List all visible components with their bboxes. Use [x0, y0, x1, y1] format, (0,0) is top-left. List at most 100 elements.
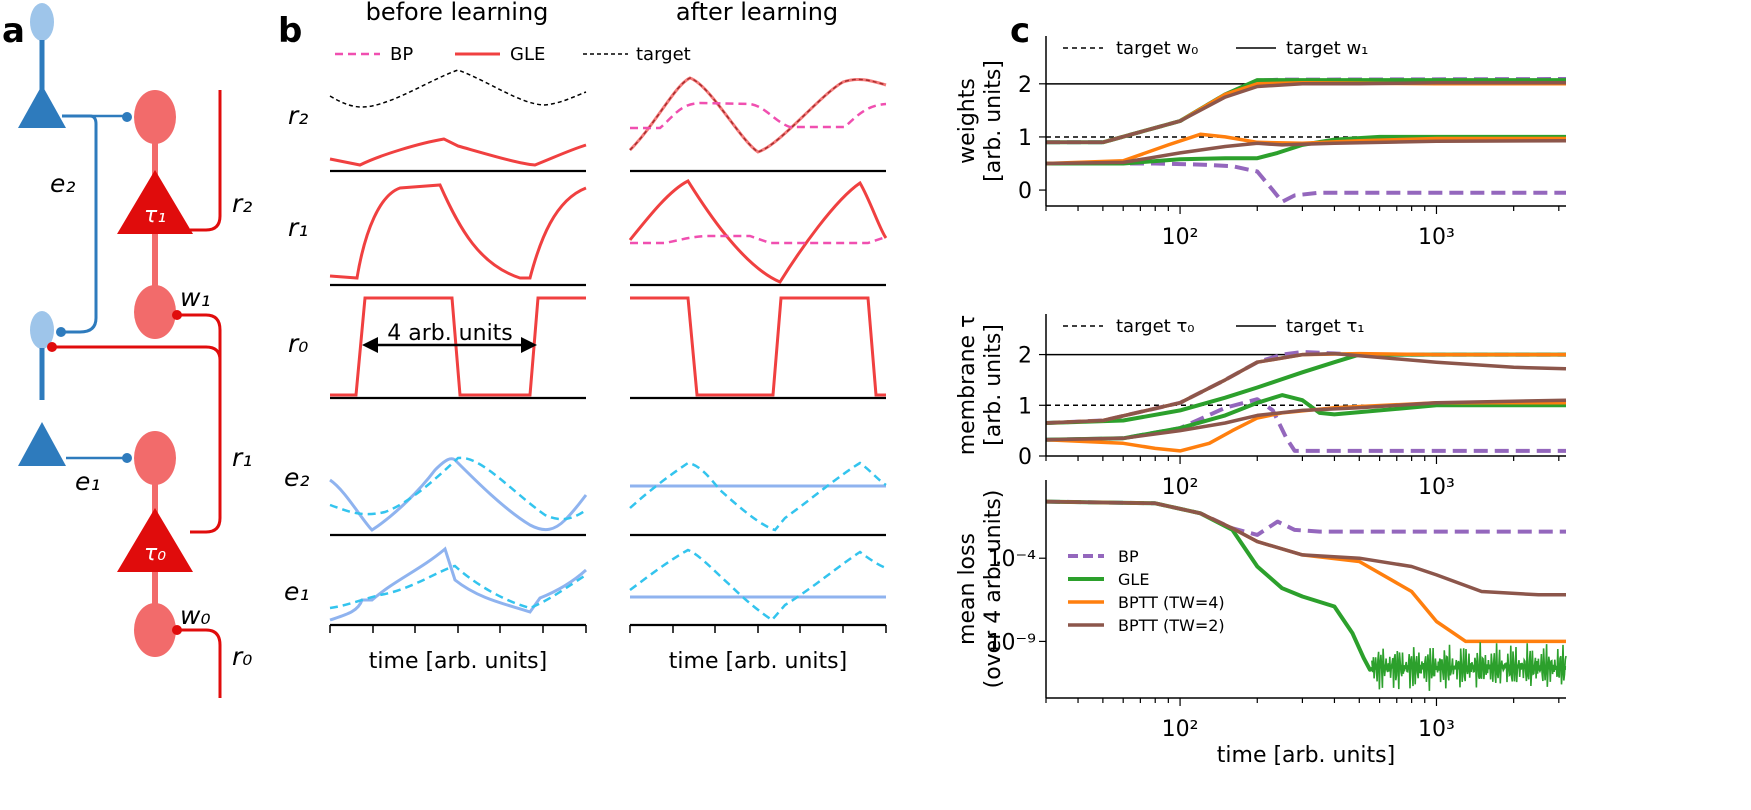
chart-membrane-tau: 10² 10³ 0 1 2 membrane τ[arb. units] target τ₀…: [955, 314, 1567, 500]
label-r2: r₂: [232, 189, 252, 218]
x-tick-label: 10³: [1418, 475, 1455, 500]
trace-r0-after-gle: [630, 296, 886, 397]
e1-dendrite: [30, 311, 54, 349]
xlabel-before: time [arb. units]: [369, 649, 547, 674]
panel-b: before learning after learning BP GLE ta…: [284, 0, 888, 674]
legend-label-3: BPTT (TW=2): [1118, 616, 1225, 635]
y-axis-label-line2: (over 4 arb. units): [981, 490, 1006, 689]
trace-r2-before-gle: [329, 137, 587, 167]
legend-target-solid-label: target τ₁: [1286, 316, 1365, 337]
r0-input-line: [177, 628, 222, 698]
panel-letter-a: a: [2, 11, 25, 51]
trace-e2-after-dash: [629, 461, 887, 532]
legend-gle-label: GLE: [510, 44, 545, 65]
series-line-0: [1046, 77, 1567, 145]
trace-r1-before-gle: [329, 183, 587, 280]
trace-r2-after-gle: [628, 76, 887, 154]
r1-to-e1-dot: [47, 342, 57, 352]
w1-input-line: [177, 313, 222, 420]
row-label-r1: r₁: [288, 213, 308, 242]
legend-label-2: BPTT (TW=4): [1118, 593, 1225, 612]
legend-label-0: BP: [1118, 547, 1139, 566]
col-title-before: before learning: [366, 0, 549, 26]
blue-neuron-bottom: [18, 422, 66, 466]
trace-e1-before-solid: [329, 546, 588, 622]
panel-letter-c: c: [1010, 11, 1030, 51]
legend-label-1: GLE: [1118, 570, 1149, 589]
label-w1: w₁: [180, 283, 210, 312]
interval-arrow-left-head: [362, 337, 378, 353]
ticks-before: [329, 625, 587, 633]
ticks-after: [629, 625, 887, 633]
y-tick-label: 2: [1018, 344, 1032, 369]
x-tick-label: 10²: [1162, 225, 1199, 250]
label-r1: r₁: [232, 443, 252, 472]
series-line-1: [1046, 161, 1566, 204]
r1-to-e1-path: [52, 345, 222, 430]
y-axis-label-line1: weights: [955, 78, 980, 164]
interval-annotation: 4 arb. units: [387, 321, 513, 346]
x-tick-label: 10³: [1418, 717, 1455, 742]
y-tick-label: 10⁻⁹: [988, 630, 1036, 655]
series-line-0: [1045, 350, 1566, 425]
series-line-3: [1046, 134, 1566, 166]
legend-bp-label: BP: [390, 44, 413, 65]
e2-synapse-dot: [56, 327, 66, 337]
series-line-6: [1045, 351, 1567, 425]
trace-e1-before-dash: [329, 564, 587, 610]
y-axis-label-line1: mean loss: [955, 533, 980, 645]
trace-r2-after-bp: [630, 101, 887, 130]
tau0-label: τ₀: [144, 541, 166, 566]
series-line-7: [1045, 138, 1567, 166]
legend-target-dashed-label: target τ₀: [1116, 316, 1195, 337]
series-line-6: [1046, 81, 1566, 145]
trace-e1-after-dash: [629, 548, 887, 622]
red-top-dendrite: [134, 90, 176, 144]
r2-output-line: [190, 90, 222, 232]
trace-r2-before-target: [329, 69, 587, 108]
trace-r0-before-gle: [330, 296, 586, 397]
legend-target-label: target: [636, 44, 691, 65]
y-tick-label: 1: [1018, 394, 1032, 419]
blue-to-red-top-dot: [122, 112, 132, 122]
xlabel-after: time [arb. units]: [669, 649, 847, 674]
trace-e2-before-solid: [329, 457, 588, 532]
series-line-0: [1045, 499, 1566, 537]
label-e1: e₁: [75, 467, 100, 496]
y-axis-label-line2: [arb. units]: [981, 324, 1006, 446]
red-bottom-dendrite: [134, 431, 176, 485]
trace-r1-after-gle: [628, 179, 888, 284]
label-r0: r₀: [232, 642, 252, 671]
y-axis-label: mean loss(over 4 arb. units): [955, 490, 1006, 689]
tau0-neuron: [117, 508, 193, 572]
w1-synapse-body: [134, 285, 176, 339]
r1-output-line: [190, 400, 222, 534]
x-tick-label: 10³: [1418, 225, 1455, 250]
series-line-4: [1046, 81, 1566, 145]
panel-b-ticks: [329, 625, 887, 633]
panel-b-baselines: [330, 169, 886, 627]
y-axis-label-line2: [arb. units]: [981, 60, 1006, 182]
row-label-r0: r₀: [288, 329, 308, 358]
label-e2: e₂: [50, 169, 75, 198]
row-label-e1: e₁: [284, 577, 309, 606]
w1-dot: [172, 310, 182, 320]
x-tick-label: 10²: [1162, 475, 1199, 500]
series-line-5: [1045, 132, 1566, 166]
tau1-neuron: [117, 170, 193, 234]
x-axis-label: time [arb. units]: [1217, 743, 1395, 768]
trace-r1-after-bp: [630, 234, 887, 245]
y-axis-label: membrane τ[arb. units]: [955, 315, 1006, 456]
w0-dot: [172, 625, 182, 635]
y-tick-label: 1: [1018, 126, 1032, 151]
interval-arrow-right-head: [521, 337, 537, 353]
row-label-r2: r₂: [288, 101, 308, 130]
blue-to-red-bottom-dot: [122, 453, 132, 463]
w0-synapse-body: [134, 603, 176, 657]
gle-noise-band: [1371, 642, 1567, 691]
y-tick-label: 10⁻⁴: [988, 547, 1037, 572]
trace-r2-after-target: [629, 77, 887, 153]
